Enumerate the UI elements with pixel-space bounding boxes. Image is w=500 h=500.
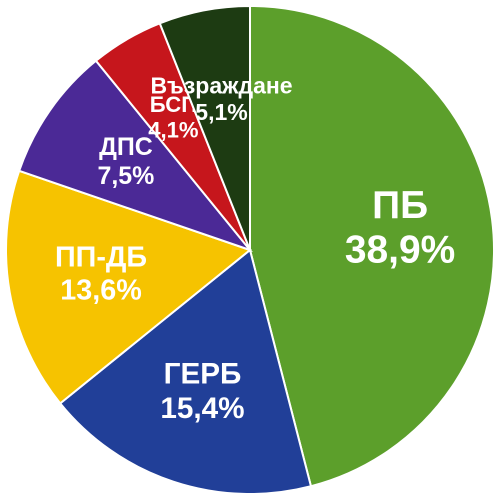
slice-label: ПБ (372, 184, 428, 227)
slice-label: ПП-ДБ (55, 242, 147, 274)
pie-slice (249, 4, 495, 488)
pie-slice (5, 169, 253, 405)
value-label: 5,1% (195, 99, 247, 125)
value-label: 7,5% (97, 162, 154, 190)
value-label: 15,4% (160, 392, 244, 425)
slice-label: ГЕРБ (164, 358, 242, 391)
value-label: 13,6% (60, 275, 142, 307)
pie-slice (17, 59, 253, 253)
value-label: 4,1% (148, 118, 199, 143)
slice-label: ДПС (99, 133, 153, 161)
slice-label: Възраждане (150, 73, 292, 99)
pie-slice (58, 248, 313, 495)
value-label: 38,9% (345, 229, 455, 272)
pie-slice (158, 4, 251, 251)
